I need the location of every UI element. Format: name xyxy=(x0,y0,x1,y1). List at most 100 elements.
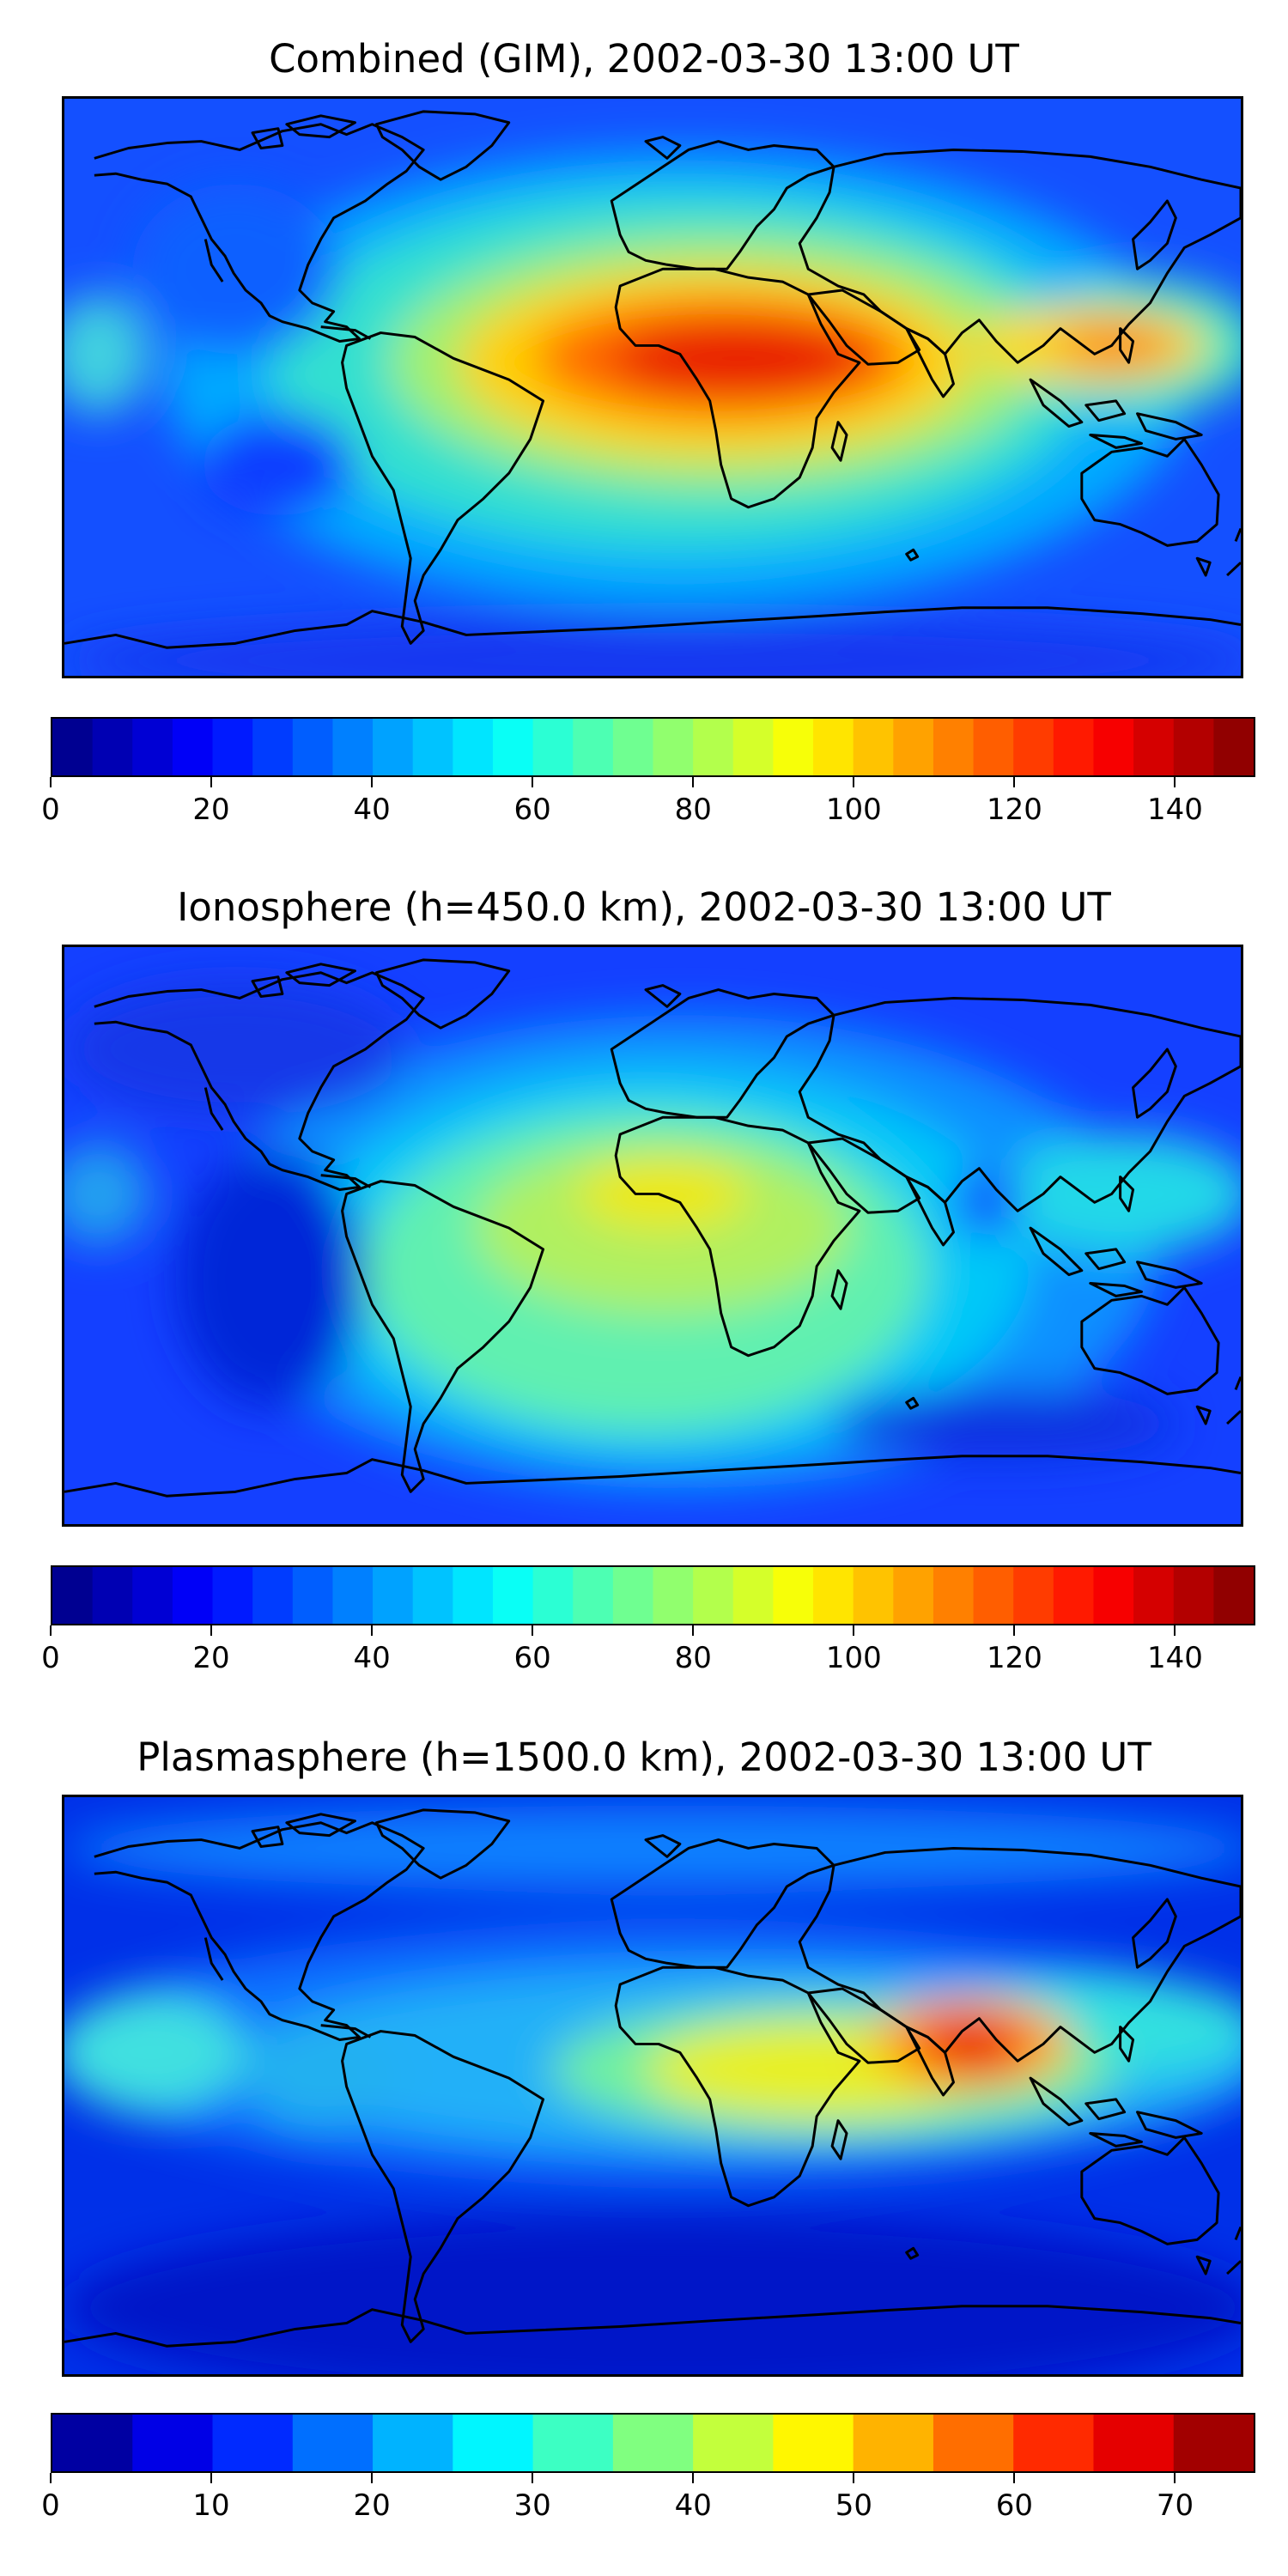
colorbar-bin xyxy=(332,1567,374,1624)
map-ionosphere xyxy=(62,945,1243,1527)
colorbar-tick xyxy=(371,777,374,787)
colorbar-tick xyxy=(853,2473,855,2483)
colorbar-bin xyxy=(1213,1567,1254,1624)
colorbar-tick-label: 40 xyxy=(674,2488,712,2523)
colorbar-bin xyxy=(1093,719,1134,775)
colorbar-bin xyxy=(132,2415,214,2471)
colorbar-bin xyxy=(92,1567,133,1624)
colorbar-bin xyxy=(612,2415,694,2471)
colorbar-tick xyxy=(1013,777,1016,787)
colorbar-bin xyxy=(412,719,453,775)
colorbar-bin xyxy=(532,2415,614,2471)
colorbar-ionosphere-ticks: 0 20 40 60 80 100 120 140 xyxy=(41,1625,1255,1677)
colorbar-bin xyxy=(453,2415,534,2471)
colorbar-tick xyxy=(692,2473,695,2483)
colorbar-bin xyxy=(1053,1567,1095,1624)
colorbar-tick xyxy=(1013,2473,1016,2483)
colorbar-bin xyxy=(773,2415,854,2471)
colorbar-bin xyxy=(573,1567,614,1624)
colorbar-bin xyxy=(212,1567,253,1624)
colorbar-bin xyxy=(453,719,494,775)
colorbar-tick xyxy=(50,777,52,787)
colorbar-bin xyxy=(1013,719,1054,775)
colorbar-tick-label: 70 xyxy=(1156,2488,1194,2523)
map-combined xyxy=(62,96,1243,678)
colorbar-tick xyxy=(1174,1625,1176,1636)
colorbar-bin xyxy=(292,2415,374,2471)
colorbar-bin xyxy=(1133,1567,1175,1624)
colorbar-tick-label: 20 xyxy=(353,2488,391,2523)
colorbar-tick xyxy=(853,777,855,787)
colorbar-bin xyxy=(412,1567,453,1624)
colorbar-plasmasphere xyxy=(51,2413,1255,2473)
colorbar-bin xyxy=(172,719,214,775)
colorbar-bin xyxy=(292,719,334,775)
colorbar-bin xyxy=(172,1567,214,1624)
map-ionosphere-canvas xyxy=(64,947,1241,1524)
colorbar-tick xyxy=(853,1625,855,1636)
colorbar-bin xyxy=(813,1567,854,1624)
colorbar-bin xyxy=(1133,719,1175,775)
colorbar-tick xyxy=(210,777,213,787)
colorbar-bin xyxy=(933,2415,1014,2471)
colorbar-bin xyxy=(612,1567,654,1624)
panel-title-combined: Combined (GIM), 2002-03-30 13:00 UT xyxy=(269,36,1019,82)
colorbar-bin xyxy=(532,1567,574,1624)
colorbar-tick-label: 20 xyxy=(192,793,230,827)
colorbar-ionosphere-gradient xyxy=(52,1567,1254,1624)
colorbar-tick xyxy=(50,2473,52,2483)
colorbar-tick xyxy=(371,2473,374,2483)
colorbar-bin xyxy=(732,1567,774,1624)
colorbar-bin xyxy=(773,1567,814,1624)
panel-title-plasmasphere: Plasmasphere (h=1500.0 km), 2002-03-30 1… xyxy=(137,1735,1151,1780)
colorbar-bin xyxy=(252,1567,294,1624)
colorbar-bin xyxy=(1173,2415,1254,2471)
colorbar-tick xyxy=(1174,777,1176,787)
colorbar-bin xyxy=(332,719,374,775)
colorbar-bin xyxy=(933,719,975,775)
colorbar-tick-label: 140 xyxy=(1147,1641,1203,1675)
colorbar-bin xyxy=(373,1567,414,1624)
colorbar-bin xyxy=(1213,719,1254,775)
colorbar-bin xyxy=(893,1567,934,1624)
colorbar-tick xyxy=(1174,2473,1176,2483)
colorbar-tick xyxy=(692,777,695,787)
colorbar-bin xyxy=(693,719,734,775)
colorbar-combined-gradient xyxy=(52,719,1254,775)
colorbar-bin xyxy=(492,1567,534,1624)
colorbar-bin xyxy=(52,719,94,775)
colorbar-tick-label: 60 xyxy=(995,2488,1034,2523)
colorbar-tick xyxy=(1013,1625,1016,1636)
colorbar-tick-label: 0 xyxy=(41,793,60,827)
colorbar-tick xyxy=(371,1625,374,1636)
colorbar-bin xyxy=(132,1567,173,1624)
colorbar-bin xyxy=(653,1567,694,1624)
colorbar-tick-label: 60 xyxy=(513,793,551,827)
colorbar-bin xyxy=(693,1567,734,1624)
colorbar-tick-label: 80 xyxy=(674,793,712,827)
colorbar-bin xyxy=(933,1567,975,1624)
colorbar-tick xyxy=(210,1625,213,1636)
colorbar-bin xyxy=(92,719,133,775)
colorbar-tick-label: 20 xyxy=(192,1641,230,1675)
colorbar-bin xyxy=(773,719,814,775)
colorbar-bin xyxy=(732,719,774,775)
colorbar-tick-label: 140 xyxy=(1147,793,1203,827)
colorbar-combined xyxy=(51,717,1255,777)
colorbar-tick xyxy=(210,2473,213,2483)
colorbar-bin xyxy=(973,719,1014,775)
colorbar-bin xyxy=(573,719,614,775)
colorbar-bin xyxy=(612,719,654,775)
colorbar-bin xyxy=(1053,719,1095,775)
colorbar-tick-label: 120 xyxy=(986,793,1042,827)
colorbar-bin xyxy=(212,719,253,775)
colorbar-bin xyxy=(373,2415,453,2471)
colorbar-combined-ticks: 0 20 40 60 80 100 120 140 xyxy=(41,777,1255,829)
colorbar-tick xyxy=(532,1625,534,1636)
colorbar-tick-label: 30 xyxy=(513,2488,551,2523)
colorbar-bin xyxy=(492,719,534,775)
colorbar-bin xyxy=(973,1567,1014,1624)
colorbar-bin xyxy=(1173,719,1214,775)
colorbar-plasmasphere-gradient xyxy=(52,2415,1254,2471)
colorbar-bin xyxy=(373,719,414,775)
